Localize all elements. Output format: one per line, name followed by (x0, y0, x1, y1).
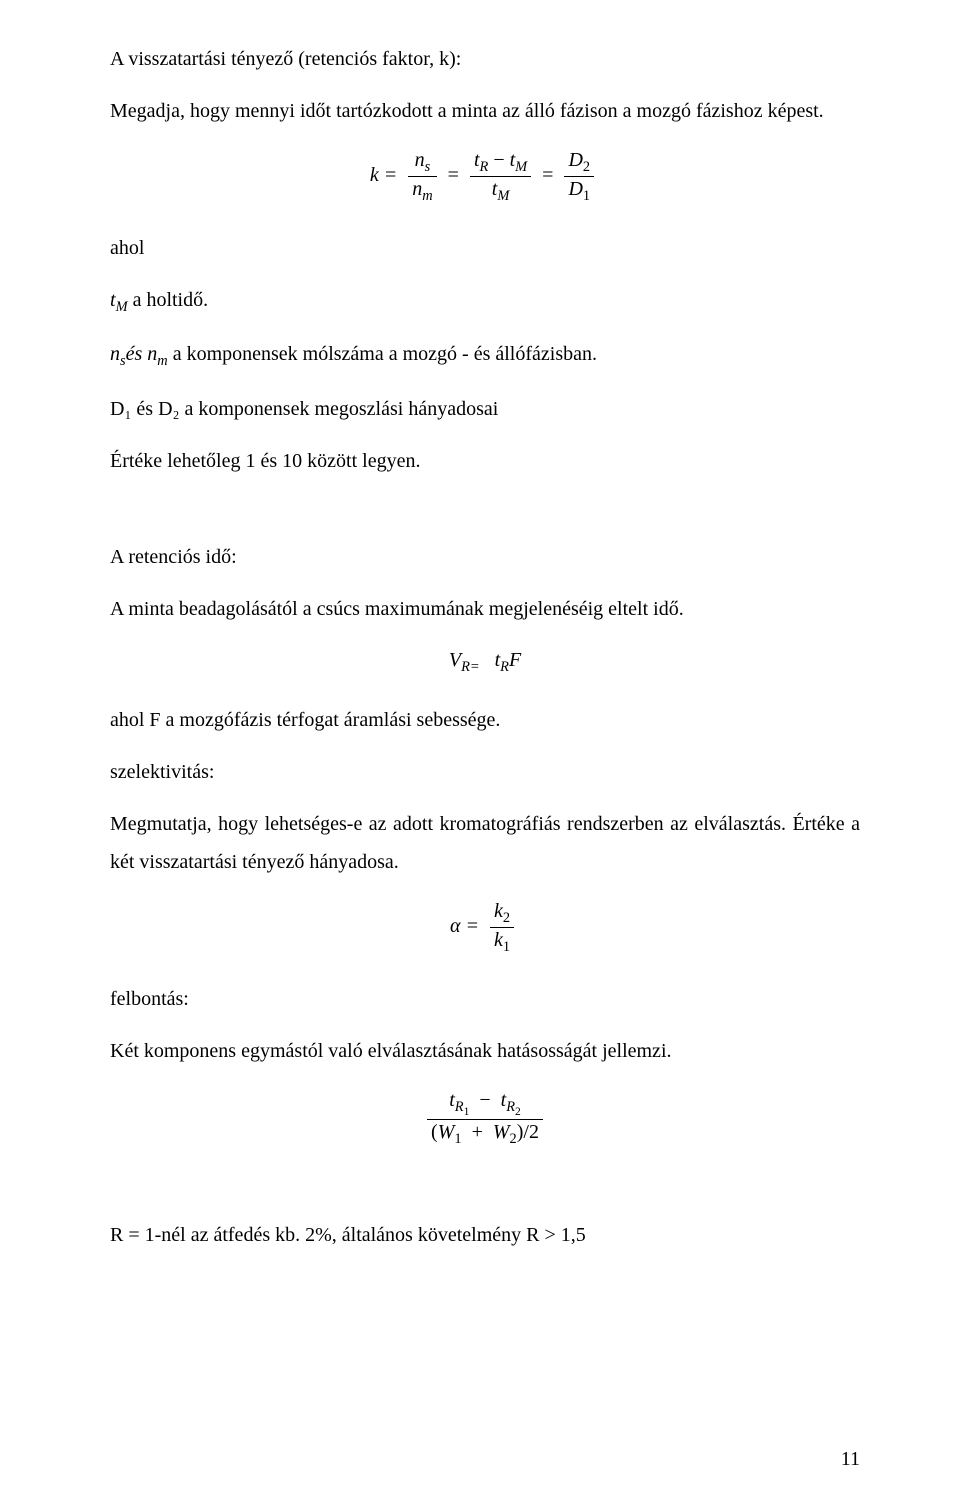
paragraph: D₁ és D₂ a komponensek megoszlási hányad… (110, 390, 860, 428)
paragraph: szelektivitás: (110, 753, 860, 791)
paragraph: Két komponens egymástól való elválasztás… (110, 1032, 860, 1070)
paragraph: tM a holtidő. (110, 281, 860, 321)
paragraph: Megmutatja, hogy lehetséges-e az adott k… (110, 805, 860, 881)
paragraph: A minta beadagolásától a csúcs maximumán… (110, 590, 860, 628)
formula-alpha: α = k2 k1 (110, 899, 860, 956)
spacer (110, 1172, 860, 1216)
page-number: 11 (841, 1448, 860, 1471)
paragraph: nsés nm a komponensek mólszáma a mozgó -… (110, 335, 860, 375)
formula-k: k = ns nm = tR − tM tM = D2 D1 (110, 148, 860, 205)
label-ahol: ahol (110, 229, 860, 267)
paragraph: A visszatartási tényező (retenciós fakto… (110, 40, 860, 78)
formula-resolution: tR1 − tR2 (W1 + W2)/2 (110, 1088, 860, 1148)
document-page: A visszatartási tényező (retenciós fakto… (0, 0, 960, 1509)
paragraph: A retenciós idő: (110, 538, 860, 576)
spacer (110, 494, 860, 538)
paragraph: Értéke lehetőleg 1 és 10 között legyen. (110, 442, 860, 480)
paragraph: ahol F a mozgófázis térfogat áramlási se… (110, 701, 860, 739)
formula-vr: VR= tRF (110, 646, 860, 677)
paragraph: felbontás: (110, 980, 860, 1018)
paragraph: Megadja, hogy mennyi időt tartózkodott a… (110, 92, 860, 130)
paragraph: R = 1-nél az átfedés kb. 2%, általános k… (110, 1216, 860, 1254)
